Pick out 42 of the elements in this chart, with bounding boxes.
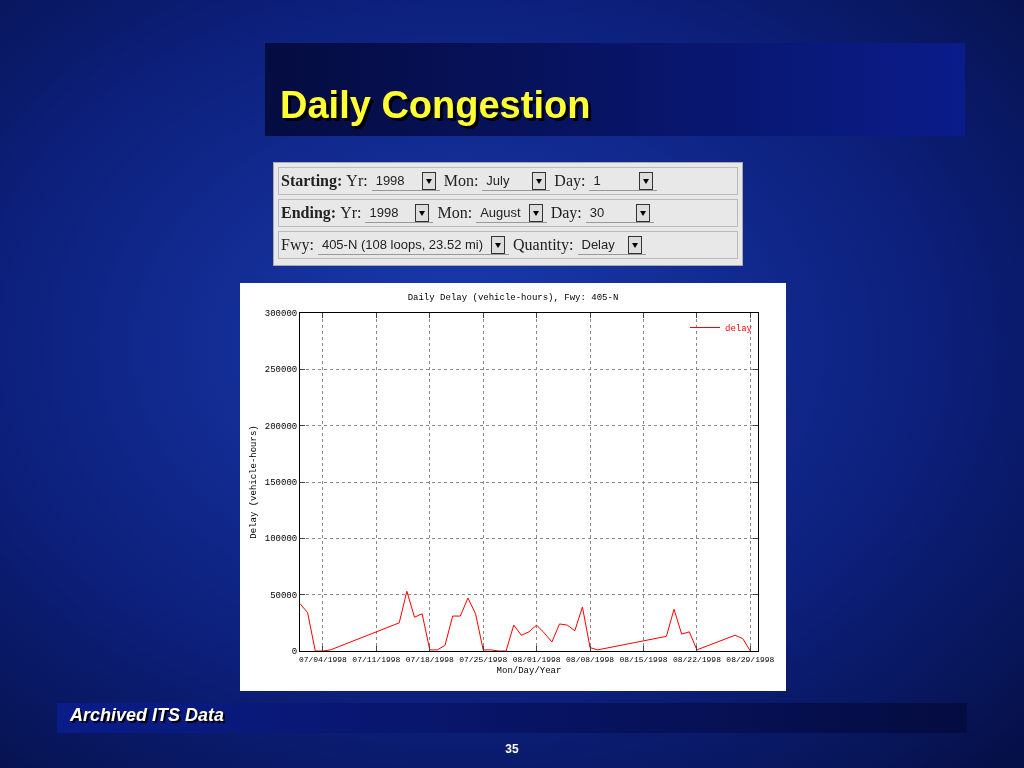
text: 35 (504, 742, 520, 756)
text: Ending: (281, 204, 337, 222)
text: Fwy: (281, 236, 314, 254)
text: 405-N (108 loops, 23.52 mi) (321, 237, 484, 252)
x-tick-label: 08/29/1998 (726, 654, 775, 664)
y-tick-label: 250000 (264, 365, 298, 376)
text: August (480, 205, 521, 220)
text: Day: (554, 172, 586, 190)
chart-title: Daily Delay (vehicle-hours), Fwy: 405-N (407, 292, 619, 303)
y-tick-label: 0 (291, 647, 298, 658)
y-tick-label: 200000 (264, 421, 298, 432)
x-tick-label: 08/08/1998 (566, 654, 615, 664)
text: Quantity: (513, 236, 574, 254)
y-tick-label: 50000 (270, 590, 298, 601)
y-tick-label: 150000 (264, 478, 298, 489)
text: Mon: (437, 204, 473, 222)
text: Delay (581, 237, 615, 252)
text: July (486, 173, 510, 188)
x-tick-label: 08/01/1998 (512, 654, 561, 664)
legend-label: delay (725, 324, 753, 335)
text: 1 (593, 173, 601, 188)
x-tick-label: 07/25/1998 (459, 654, 508, 664)
x-axis-title: Mon/Day/Year (496, 666, 562, 677)
y-tick-label: 300000 (264, 309, 298, 320)
text: 30 (589, 205, 605, 220)
text: Yr: (346, 172, 368, 190)
x-tick-label: 08/22/1998 (672, 654, 722, 664)
text: Starting: (281, 172, 343, 190)
x-tick-label: 07/18/1998 (405, 654, 454, 664)
text: Archived ITS Data (70, 705, 225, 726)
text: 1998 (369, 205, 399, 220)
y-tick-label: 100000 (264, 534, 298, 545)
x-tick-label: 08/15/1998 (619, 654, 668, 664)
text: 1998 (375, 173, 405, 188)
x-tick-label: 07/04/1998 (298, 654, 348, 664)
text: Yr: (340, 204, 362, 222)
text: Mon: (443, 172, 479, 190)
line-series (300, 590, 751, 651)
text: Day: (550, 204, 582, 222)
text: Daily Congestion (280, 84, 591, 127)
x-tick-label: 07/11/1998 (352, 654, 401, 664)
y-axis-title: Delay (vehicle-hours) (249, 425, 260, 539)
